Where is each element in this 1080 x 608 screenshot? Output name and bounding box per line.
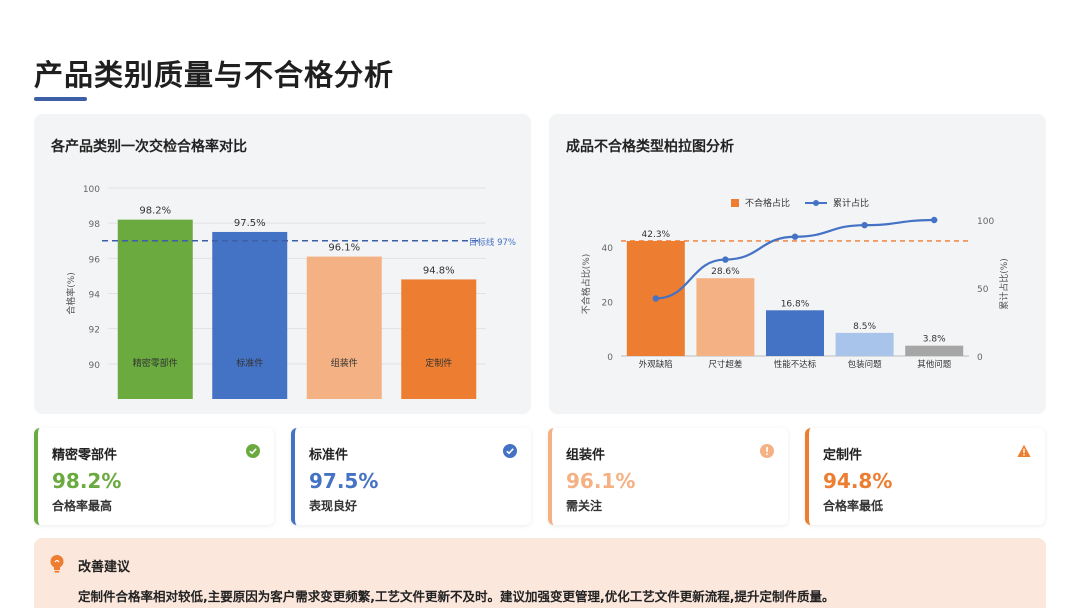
- page-title: 产品类别质量与不合格分析: [34, 58, 395, 92]
- bar-value-label: 16.8%: [781, 299, 810, 309]
- legend-swatch-marker: [813, 200, 819, 206]
- advice-text: 定制件合格率相对较低,主要原因为客户需求变更频繁,工艺文件更新不及时。建议加强变…: [78, 589, 835, 604]
- legend-label: 不合格占比: [745, 197, 790, 209]
- card-note: 需关注: [566, 499, 603, 513]
- legend-label: 累计占比: [833, 197, 869, 209]
- bar: [905, 345, 964, 356]
- pass-rate-bar-chart: 90 92 94 96 98 100 合格率(%) 98.2% 精密零部件 97.5% 标准件 96.…: [65, 185, 516, 399]
- y-right-tick-label: 100: [977, 217, 994, 227]
- check-circle-icon: [503, 444, 517, 458]
- bar: [117, 219, 193, 399]
- bar-value-label: 42.3%: [642, 230, 671, 240]
- check-circle-icon: [246, 444, 260, 458]
- y-tick-label: 90: [89, 361, 101, 371]
- card-precision-parts: 精密零部件 98.2% 合格率最高: [34, 428, 274, 525]
- y-tick-label: 92: [89, 326, 100, 336]
- y-left-tick-label: 20: [602, 299, 614, 309]
- card-value: 96.1%: [566, 469, 636, 493]
- y-tick-label: 100: [83, 185, 100, 195]
- pass-rate-chart-title: 各产品类别一次交检合格率对比: [51, 139, 247, 155]
- y-right-axis-label: 累计占比(%): [998, 258, 1010, 310]
- info-circle-icon: [760, 444, 774, 458]
- y-right-tick-label: 0: [977, 353, 983, 363]
- card-standard-parts: 标准件 97.5% 表现良好: [291, 428, 531, 525]
- warning-triangle-icon: [1017, 444, 1031, 457]
- pareto-chart-title: 成品不合格类型柏拉图分析: [566, 139, 734, 155]
- bar: [306, 256, 382, 399]
- bar: [401, 279, 477, 399]
- bar-category-label: 尺寸超差: [708, 359, 742, 370]
- card-note: 合格率最低: [823, 499, 884, 513]
- bar-category-label: 标准件: [236, 357, 263, 369]
- y-axis-label: 合格率(%): [65, 272, 77, 315]
- bar-category-label: 性能不达标: [774, 359, 817, 370]
- pass-rate-chart-panel: 90 92 94 96 98 100 合格率(%) 98.2% 精密零部件 97.5% 标准件 96.…: [34, 114, 531, 414]
- bar-category-label: 定制件: [425, 357, 452, 369]
- target-line-label: 目标线 97%: [469, 237, 516, 248]
- card-name: 定制件: [823, 448, 863, 463]
- card-value: 97.5%: [309, 469, 379, 493]
- y-tick-label: 98: [89, 220, 101, 230]
- bar-category-label: 其他问题: [917, 359, 952, 370]
- bar-value-label: 3.8%: [923, 335, 946, 345]
- card-name: 精密零部件: [52, 448, 118, 463]
- bar: [212, 231, 288, 399]
- bar-value-label: 96.1%: [328, 243, 360, 254]
- cumulative-point: [861, 221, 868, 229]
- bar: [766, 310, 824, 356]
- improvement-advice: 改善建议 定制件合格率相对较低,主要原因为客户需求变更频繁,工艺文件更新不及时。…: [34, 538, 1046, 608]
- cumulative-point: [652, 295, 659, 302]
- legend-swatch-bars: [731, 199, 739, 207]
- lightbulb-icon: [50, 555, 64, 573]
- y-left-axis-label: 不合格占比(%): [580, 254, 592, 315]
- bar-category-label: 组装件: [331, 357, 358, 369]
- title-underline: [34, 97, 87, 101]
- bar: [696, 278, 755, 356]
- advice-title: 改善建议: [78, 560, 131, 575]
- bar-value-label: 94.8%: [423, 265, 455, 276]
- pareto-chart: 0 20 40 0 50 100 不合格占比(%) 累计占比(%) 不合格占比 累计占比 42.3%…: [580, 197, 1010, 370]
- card-value: 94.8%: [823, 469, 893, 493]
- y-left-tick-label: 40: [602, 244, 614, 254]
- y-left-tick-label: 0: [607, 353, 613, 363]
- y-right-tick-label: 50: [977, 285, 989, 295]
- y-tick-label: 96: [89, 255, 101, 265]
- card-value: 98.2%: [52, 469, 122, 493]
- bar-category-label: 精密零部件: [133, 357, 178, 369]
- card-custom-parts: 定制件 94.8% 合格率最低: [805, 428, 1045, 525]
- bar: [835, 332, 894, 356]
- y-tick-label: 94: [89, 291, 101, 301]
- cumulative-point: [791, 233, 799, 240]
- bar-category-label: 外观缺陷: [639, 359, 673, 370]
- card-note: 表现良好: [309, 499, 358, 513]
- bar-value-label: 97.5%: [234, 218, 266, 229]
- pareto-chart-panel: 0 20 40 0 50 100 不合格占比(%) 累计占比(%) 不合格占比 累计占比 42.3%…: [549, 114, 1046, 414]
- cumulative-point: [722, 256, 729, 263]
- card-name: 标准件: [309, 448, 349, 463]
- bar-value-label: 98.2%: [139, 206, 171, 217]
- card-name: 组装件: [566, 448, 606, 463]
- card-assembly-parts: 组装件 96.1% 需关注: [548, 428, 788, 525]
- bar-value-label: 28.6%: [711, 267, 740, 277]
- bar-value-label: 8.5%: [853, 322, 876, 332]
- cumulative-point: [931, 216, 938, 224]
- card-note: 合格率最高: [52, 499, 113, 513]
- bar-category-label: 包装问题: [848, 359, 883, 370]
